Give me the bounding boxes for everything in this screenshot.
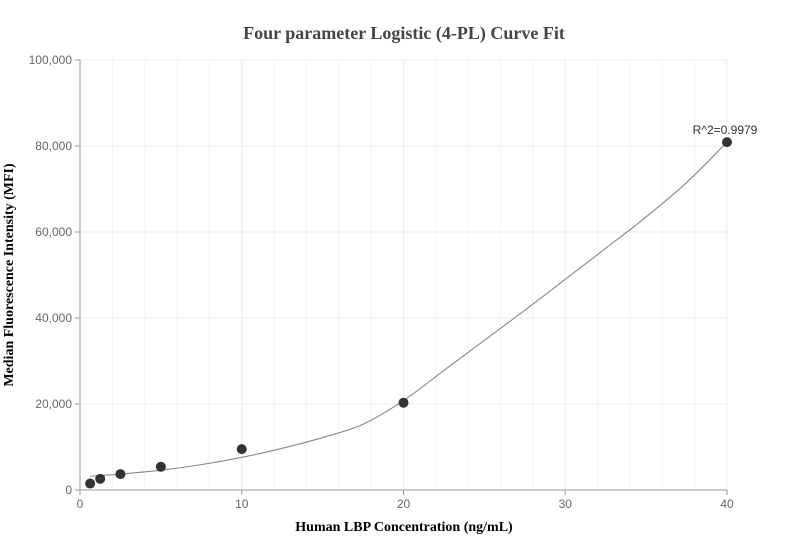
data-point	[155, 461, 166, 472]
x-tick-label: 40	[720, 497, 734, 511]
tick-labels: 0 10 20 30 40 0 20,000 40,000 60,000 80,000 100,00…	[29, 53, 734, 511]
y-tick-label: 0	[65, 483, 72, 497]
x-tick-label: 20	[397, 497, 411, 511]
data-point	[85, 478, 96, 489]
x-tick-label: 10	[235, 497, 249, 511]
x-tick-label: 30	[559, 497, 573, 511]
y-tick-label: 80,000	[35, 139, 72, 153]
data-point	[95, 473, 106, 484]
y-tick-label: 100,000	[29, 53, 73, 67]
x-tick-label: 0	[77, 497, 84, 511]
x-axis-title: Human LBP Concentration (ng/mL)	[295, 520, 513, 535]
y-axis-title: Median Fluorescence Intensity (MFI)	[2, 163, 17, 387]
r-squared-annotation: R^2=0.9979	[693, 123, 758, 137]
data-point	[236, 444, 247, 455]
data-point	[115, 469, 126, 480]
y-tick-label: 20,000	[35, 397, 72, 411]
annotations: R^2=0.9979	[693, 123, 758, 137]
data-points	[85, 137, 732, 489]
data-point	[722, 137, 732, 148]
grid	[80, 59, 728, 490]
y-tick-label: 40,000	[35, 311, 72, 325]
fit-curve	[90, 141, 728, 477]
chart-title: Four parameter Logistic (4-PL) Curve Fit	[243, 23, 565, 44]
y-tick-label: 60,000	[35, 225, 72, 239]
axes	[75, 59, 728, 495]
data-point	[398, 397, 409, 408]
